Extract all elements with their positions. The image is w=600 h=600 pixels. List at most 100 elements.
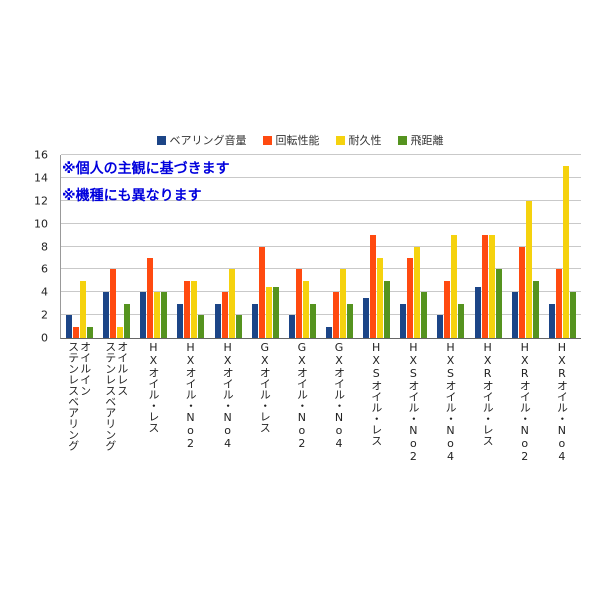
x-category-label: オイルレス ステンレスベアリング: [103, 341, 129, 451]
bar: [191, 280, 198, 338]
legend-item: 飛距離: [397, 132, 444, 148]
y-tick-label: 2: [41, 308, 48, 322]
x-category-label: HXSオイル・レス: [369, 341, 383, 446]
legend-swatch: [156, 135, 166, 145]
bar-group: [507, 155, 544, 338]
bar: [184, 280, 191, 338]
bar: [235, 315, 242, 338]
bar: [309, 303, 316, 338]
x-category: GXオイル・No4: [320, 341, 357, 576]
legend-swatch: [262, 135, 272, 145]
legend: ベアリング音量 回転性能 耐久性 飛距離: [0, 132, 600, 148]
y-tick-label: 4: [41, 285, 48, 299]
y-axis: 0 2 4 6 8 10 12 14 16: [0, 149, 54, 345]
annotation-note-1: ※個人の主観に基づきます: [62, 161, 230, 177]
bar-group: [544, 155, 581, 338]
x-category: HXRオイル・No2: [506, 341, 543, 576]
bar: [228, 269, 235, 338]
bar: [198, 315, 205, 338]
bar: [333, 292, 340, 338]
plot-area: [60, 154, 581, 339]
x-category: HXRオイル・No4: [543, 341, 580, 576]
bar: [272, 286, 279, 338]
bar: [474, 286, 481, 338]
bar: [407, 257, 414, 338]
x-category-label: HXオイル・No4: [221, 341, 235, 450]
bar: [562, 166, 569, 338]
bar: [288, 315, 295, 338]
y-tick-label: 16: [34, 148, 48, 162]
x-category: GXオイル・レス: [246, 341, 283, 576]
x-category-label: オイルイン ステンレスベアリング: [66, 341, 92, 451]
y-tick-label: 14: [34, 171, 48, 185]
bar: [532, 280, 539, 338]
bar: [295, 269, 302, 338]
x-category: GXオイル・No2: [283, 341, 320, 576]
bar: [518, 246, 525, 338]
bar: [214, 303, 221, 338]
bar: [251, 303, 258, 338]
x-category-label: HXRオイル・レス: [481, 341, 495, 446]
y-tick-label: 0: [41, 331, 48, 345]
bar: [147, 257, 154, 338]
gridline: [61, 245, 581, 247]
bar-group: [432, 155, 469, 338]
bar: [177, 303, 184, 338]
x-category-label: HXSオイル・No4: [443, 341, 457, 463]
bar: [377, 257, 384, 338]
bar: [384, 280, 391, 338]
x-category: オイルイン ステンレスベアリング: [60, 341, 97, 576]
x-category-label: GXオイル・レス: [258, 341, 272, 433]
annotation-note-2: ※機種にも異なります: [62, 188, 202, 205]
bar: [495, 269, 502, 338]
bar: [400, 303, 407, 338]
x-category-label: HXオイル・No2: [183, 341, 197, 450]
x-category-label: HXRオイル・No4: [555, 341, 569, 463]
bar-group: [247, 155, 284, 338]
bar: [511, 292, 518, 338]
x-category: HXオイル・No4: [209, 341, 246, 576]
x-category-label: HXSオイル・No2: [406, 341, 420, 463]
x-category: HXSオイル・レス: [357, 341, 394, 576]
bar: [265, 286, 272, 338]
bar: [326, 326, 333, 338]
legend-swatch: [397, 135, 407, 145]
bar: [488, 235, 495, 338]
bar-group: [358, 155, 395, 338]
bar: [221, 292, 228, 338]
bar: [437, 315, 444, 338]
bar-group: [395, 155, 432, 338]
bar-group: [470, 155, 507, 338]
x-category: HXSオイル・No2: [394, 341, 431, 576]
gridline: [61, 154, 581, 155]
bar-group: [284, 155, 321, 338]
bar: [347, 303, 354, 338]
bar: [481, 235, 488, 338]
bar: [458, 303, 465, 338]
bar: [140, 292, 147, 338]
bar: [117, 326, 124, 338]
bar-group: [135, 155, 172, 338]
x-category-label: HXRオイル・No2: [518, 341, 532, 463]
bar: [363, 297, 370, 338]
bar-group: [321, 155, 358, 338]
y-tick-label: 8: [41, 240, 48, 253]
bar: [548, 303, 555, 338]
bar: [569, 292, 576, 338]
legend-item: 回転性能: [262, 132, 320, 148]
gridline: [61, 222, 581, 224]
bar-group: [210, 155, 247, 338]
y-tick-label: 10: [34, 217, 48, 231]
gridline: [61, 176, 581, 178]
legend-label: 飛距離: [410, 134, 444, 147]
legend-swatch: [335, 135, 345, 145]
bar: [73, 326, 80, 338]
gridline: [61, 314, 581, 316]
bar: [103, 292, 110, 338]
legend-item: ベアリング音量: [156, 132, 247, 148]
bar: [340, 269, 347, 338]
bar: [80, 280, 87, 338]
bar-group: [172, 155, 209, 338]
bar: [444, 280, 451, 338]
y-tick-label: 6: [41, 262, 48, 276]
